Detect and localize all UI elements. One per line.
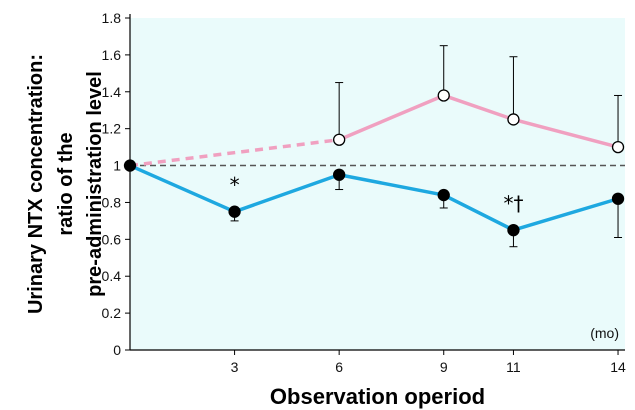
x-tick-label: 6: [335, 359, 343, 375]
y-tick-label: 1.6: [102, 47, 122, 63]
y-axis-title: Urinary NTX concentration: ratio of the …: [25, 54, 106, 314]
series-line: [129, 163, 619, 232]
x-axis-title: Observation operiod: [270, 384, 485, 409]
plot-background: [130, 18, 625, 350]
data-point: [333, 133, 346, 146]
y-tick-label: 0: [113, 342, 121, 358]
y-tick-label: 1: [113, 158, 121, 174]
data-point: [611, 140, 625, 154]
significance-marker: *†: [503, 191, 523, 215]
data-point: [611, 192, 625, 205]
y-tick-label: 0.2: [102, 305, 122, 321]
significance-marker: *: [230, 173, 240, 197]
series-2: [123, 159, 625, 248]
x-unit-label: (mo): [590, 325, 619, 341]
data-point: [123, 159, 137, 172]
y-tick-label: 1.2: [102, 121, 122, 137]
x-tick-label: 9: [440, 359, 448, 375]
y-tick-label: 0.8: [102, 194, 122, 210]
data-point: [437, 188, 450, 202]
series-dashed-segment: [129, 137, 340, 168]
data-point: [333, 168, 346, 181]
series-line: [338, 93, 619, 149]
y-tick-label: 0.6: [102, 231, 122, 247]
data-point: [228, 205, 241, 218]
x-tick-label: 3: [231, 359, 239, 375]
y-axis-title-line-1: Urinary NTX concentration:: [25, 54, 47, 314]
y-tick-label: 1.8: [102, 10, 122, 26]
x-tick-label: 14: [610, 359, 626, 375]
y-axis-title-line-2: ratio of the: [55, 132, 77, 235]
series-1: [129, 45, 625, 168]
y-tick-label: 0.4: [102, 268, 122, 284]
data-point: [437, 89, 450, 102]
y-tick-label: 1.4: [102, 84, 122, 100]
x-tick-label: 11: [506, 359, 521, 375]
data-point: [507, 113, 520, 126]
data-point: [507, 223, 520, 237]
y-axis-title-line-3: pre-administration level: [84, 71, 106, 297]
